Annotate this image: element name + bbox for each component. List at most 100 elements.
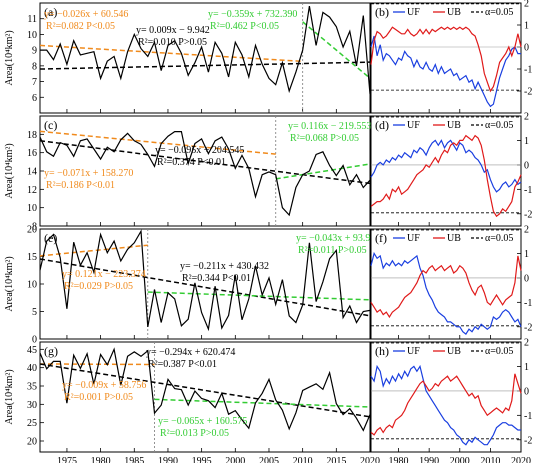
trend-stats: R²=0.374 P<0.01 [157, 157, 226, 168]
panel-label: (g) [44, 344, 58, 358]
y-tick-label: -1 [524, 65, 532, 76]
trend-stats: R²=0.001 P>0.05 [64, 392, 133, 403]
y-tick-label: -2 [524, 435, 532, 446]
y-tick-label: -2 [524, 87, 532, 98]
trend-stats: R²=0.010 P>0.05 [138, 37, 207, 48]
panel-f: -2 -1 0 1 2 (f) UF UB α=0.05 [370, 225, 532, 340]
panel-label: (h) [375, 344, 389, 358]
x-tick-label: 1980 [91, 456, 111, 463]
panel-d: -2 -1 0 1 2 (d) UF UB α=0.05 [370, 112, 532, 227]
x-tick-label: 2015 [326, 456, 346, 463]
trend-stats: R²=0.387 P<0.01 [148, 359, 217, 370]
x-tick-label: 2020 [360, 456, 380, 463]
trend-equation: y= −0.211x + 430.432 [180, 261, 269, 272]
plot-frame [39, 341, 371, 453]
legend: UF UB α=0.05 [393, 7, 513, 18]
x-tick-label: 1990 [419, 456, 439, 463]
y-tick-label: 0 [524, 273, 529, 284]
trend-line [39, 363, 155, 366]
y-tick-label: 5 [32, 307, 37, 318]
x-tick-label: 2000 [225, 456, 245, 463]
panel-g: 20 25 30 35 40 45 1975 1980 1985 1990 1995 2000 2005… [4, 341, 380, 467]
trend-stats: R²=0.186 P<0.01 [46, 180, 115, 191]
y-axis-label: Area(10⁴km²) [4, 30, 15, 85]
legend-label: α=0.05 [485, 346, 513, 357]
y-tick-label: 0 [524, 386, 529, 397]
legend: UF UB α=0.05 [393, 346, 513, 357]
y-tick-label: 25 [27, 418, 37, 429]
ub-series-line [370, 26, 522, 93]
y-tick-label: 1 [524, 362, 529, 373]
trend-stats: R²=0.011 P>0.05 [298, 245, 367, 256]
uf-series-line [370, 139, 522, 193]
trend-stats: R²=0.029 P>0.05 [64, 281, 133, 292]
y-tick-label: 2 [524, 338, 529, 349]
y-tick-label: 9 [32, 46, 37, 57]
legend-label: UF [407, 120, 420, 131]
y-tick-label: 15 [27, 252, 37, 263]
y-tick-label: 14 [27, 167, 37, 178]
y-tick-label: -1 [524, 411, 532, 422]
x-tick-label: 1975 [57, 456, 77, 463]
panel-label: (c) [44, 118, 57, 132]
y-tick-label: 10 [27, 280, 37, 291]
area-series-line [40, 5, 371, 95]
ub-series-line [370, 255, 522, 319]
y-tick-label: -2 [524, 209, 532, 220]
panel-label: (d) [375, 118, 389, 132]
trend-equation: y= −0.071x + 158.270 [44, 168, 133, 179]
plot-frame [370, 341, 522, 453]
y-tick-label: 0 [32, 335, 37, 346]
trend-line [39, 44, 303, 63]
uf-series-line [370, 35, 521, 108]
trend-stats: R²=0.462 P<0.05 [210, 21, 279, 32]
uf-series-line [370, 251, 522, 335]
trend-equation: y= −0.095x + 204.545 [155, 145, 244, 156]
trend-stats: R²=0.013 P>0.05 [160, 428, 229, 439]
trend-equation: y= 0.116x − 219.553 [288, 121, 371, 132]
panel-label: (b) [375, 5, 389, 19]
uf-series-line [370, 364, 521, 446]
trend-equation: y= −0.294x + 620.474 [146, 347, 235, 358]
x-tick-label: 1985 [124, 456, 144, 463]
y-tick-label: -1 [524, 185, 532, 196]
trend-line [39, 61, 371, 70]
trend-stats: R²=0.068 P>0.05 [290, 133, 359, 144]
y-tick-label: 18 [27, 130, 37, 141]
y-tick-label: -2 [524, 322, 532, 333]
panel-b: -2 -1 0 1 2 (b) UF UB α=0.05 [370, 0, 532, 114]
y-axis-label: Area(10⁴km²) [4, 256, 15, 311]
trend-stats: R²=0.344 P<0.01 [182, 273, 251, 284]
y-tick-label: 1 [524, 136, 529, 147]
y-tick-label: -1 [524, 298, 532, 309]
legend-label: UB [447, 120, 461, 131]
x-tick-label: 1995 [192, 456, 212, 463]
trend-equation: y= −0.009x + 58.756 [62, 380, 146, 391]
legend: UF UB α=0.05 [393, 233, 513, 244]
legend-label: UF [407, 346, 420, 357]
y-tick-label: 40 [27, 363, 37, 374]
x-tick-label: 2000 [450, 456, 470, 463]
y-tick-label: 20 [27, 225, 37, 236]
area-series-line [39, 131, 371, 217]
x-tick-label: 2020 [511, 456, 531, 463]
y-tick-label: 8 [32, 61, 37, 72]
y-tick-label: 7 [32, 77, 37, 88]
y-tick-label: 30 [27, 400, 37, 411]
area-series-line [39, 229, 371, 332]
trend-equation: y= 0.121x − 223.374 [62, 269, 146, 280]
y-tick-label: 20 [27, 437, 37, 448]
trend-line [302, 21, 371, 79]
trend-equation: y= −0.043x + 93.978 [296, 233, 380, 244]
legend: UF UB α=0.05 [393, 120, 513, 131]
y-tick-label: 0 [524, 160, 529, 171]
x-tick-label: 2010 [293, 456, 313, 463]
plot-frame [370, 115, 522, 227]
y-tick-label: 2 [524, 0, 529, 10]
ub-series-line [370, 373, 522, 436]
y-tick-label: 1 [524, 249, 529, 260]
y-tick-label: 1 [524, 21, 529, 32]
y-tick-label: 2 [524, 225, 529, 236]
